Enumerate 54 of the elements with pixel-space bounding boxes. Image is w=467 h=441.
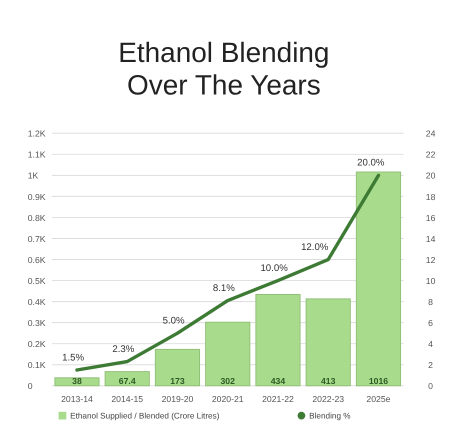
y-tick-label: 0.4K <box>28 296 46 307</box>
data-label: 38 <box>72 376 82 386</box>
x-tick-label: 2014-15 <box>111 394 144 404</box>
data-label: 8.1% <box>212 282 236 294</box>
x-tick-label: 2019-20 <box>162 394 194 404</box>
x-tick-label: 2022-23 <box>312 394 344 404</box>
data-label: 12.0% <box>301 242 329 253</box>
y2-tick-label: 6 <box>428 318 434 328</box>
bar <box>205 322 250 386</box>
x-tick-label: 2013-14 <box>61 394 94 404</box>
y2-tick-label: 20 <box>426 170 436 181</box>
y-tick-label: 0.6K <box>28 254 46 265</box>
data-label: 173 <box>170 376 185 386</box>
x-tick-label: 2021-22 <box>262 394 294 404</box>
x-tick-label: 2020-21 <box>212 394 244 404</box>
data-label: 67.4 <box>118 376 136 386</box>
y2-tick-label: 24 <box>426 128 436 139</box>
y2-tick-label: 2 <box>428 360 434 370</box>
data-label: 5.0% <box>162 316 186 327</box>
data-label: 1016 <box>368 376 388 386</box>
chart-title: Ethanol Blending Over The Years <box>118 36 330 101</box>
y2-tick-label: 4 <box>428 339 434 350</box>
y-tick-label: 0.3K <box>28 318 46 328</box>
data-label: 413 <box>320 376 336 386</box>
y2-tick-label: 12 <box>426 254 436 265</box>
bar <box>306 298 351 386</box>
y-tick-label: 0 <box>28 381 33 392</box>
y-tick-label: 0.1K <box>28 360 46 370</box>
bar <box>104 371 150 386</box>
y-tick-label: 0.9K <box>28 192 46 202</box>
data-label: 2.3% <box>112 344 135 355</box>
y-tick-label: 1.1K <box>28 150 46 160</box>
data-label: 434 <box>270 376 286 386</box>
y2-tick-label: 8 <box>428 296 434 307</box>
data-label: 302 <box>220 376 236 386</box>
y-tick-label: 1K <box>28 170 39 181</box>
bar <box>255 294 301 386</box>
y-tick-label: 0.7K <box>28 234 46 244</box>
y2-tick-label: 22 <box>426 150 436 160</box>
y-tick-label: 0.2K <box>28 339 46 350</box>
bar <box>154 348 200 386</box>
data-label: 20.0% <box>357 158 385 169</box>
y2-tick-label: 10 <box>426 276 436 286</box>
y-tick-label: 0.5K <box>28 276 46 286</box>
data-label: 10.0% <box>260 262 288 274</box>
y2-tick-label: 14 <box>426 234 436 244</box>
y2-tick-label: 16 <box>426 212 436 223</box>
y2-tick-label: 18 <box>426 192 436 202</box>
y2-tick-label: 0 <box>428 381 434 392</box>
x-tick-label: 2025e <box>366 394 391 404</box>
bar <box>356 172 402 386</box>
y-tick-label: 1.2K <box>28 128 46 139</box>
y-tick-label: 0.8K <box>28 212 46 223</box>
data-label: 1.5% <box>62 352 85 364</box>
